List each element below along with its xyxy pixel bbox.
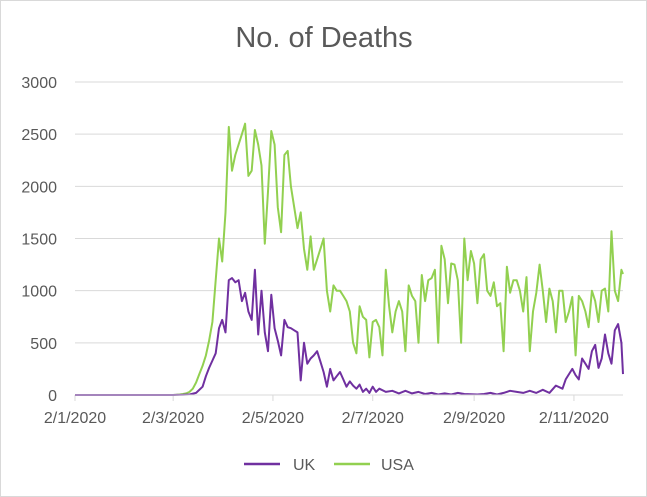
y-tick-label: 500 bbox=[30, 336, 57, 353]
y-tick-label: 0 bbox=[48, 388, 57, 405]
series-line-usa bbox=[75, 122, 624, 396]
x-tick-label: 2/1/2020 bbox=[44, 410, 106, 427]
y-tick-label: 2000 bbox=[21, 179, 57, 196]
x-axis-ticks: 2/1/2020 2/3/2020 2/5/2020 2/7/2020 2/9/2020… bbox=[44, 395, 609, 427]
legend-label-usa: USA bbox=[381, 457, 414, 474]
y-tick-label: 1000 bbox=[21, 284, 57, 301]
y-tick-label: 2500 bbox=[21, 127, 57, 144]
y-tick-label: 3000 bbox=[21, 75, 57, 92]
y-axis-ticks: 0 500 1000 1500 2000 2500 3000 bbox=[21, 75, 57, 405]
x-tick-label: 2/7/2020 bbox=[342, 410, 404, 427]
legend: UK USA bbox=[244, 457, 414, 474]
x-tick-label: 2/9/2020 bbox=[443, 410, 505, 427]
y-tick-label: 1500 bbox=[21, 232, 57, 249]
series-line-uk bbox=[75, 268, 624, 396]
x-tick-label: 2/11/2020 bbox=[539, 410, 609, 427]
legend-label-uk: UK bbox=[293, 457, 316, 474]
chart-title: No. of Deaths bbox=[235, 22, 412, 54]
gridlines bbox=[75, 81, 623, 344]
x-tick-label: 2/5/2020 bbox=[242, 410, 304, 427]
series-lines bbox=[75, 122, 624, 396]
x-tick-label: 2/3/2020 bbox=[142, 410, 204, 427]
